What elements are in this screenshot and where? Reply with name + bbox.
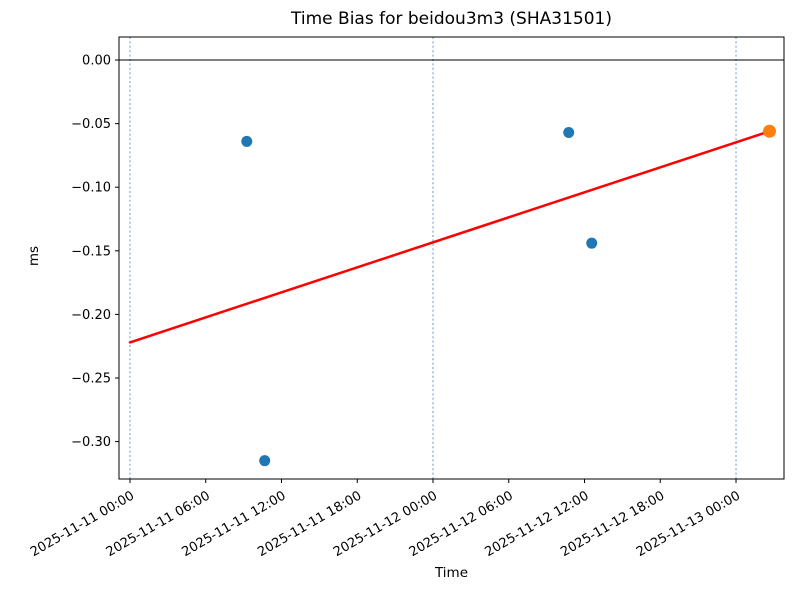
observed-bias-point xyxy=(241,135,253,147)
y-tick-label: −0.10 xyxy=(71,181,111,196)
observed-bias-point xyxy=(259,455,271,467)
chart-title: Time Bias for beidou3m3 (SHA31501) xyxy=(291,9,612,29)
axes-frame xyxy=(118,36,785,480)
y-tick-label: −0.05 xyxy=(71,117,111,132)
y-tick-label: −0.30 xyxy=(71,435,111,450)
x-axis-label: Time xyxy=(434,565,469,581)
y-tick-label: −0.25 xyxy=(71,372,111,387)
y-tick-label: −0.15 xyxy=(71,244,111,259)
observed-bias-point xyxy=(563,127,575,139)
latest-bias-point xyxy=(762,124,776,138)
trend-line xyxy=(128,130,771,344)
y-tick-label: 0.00 xyxy=(82,54,111,69)
y-tick-label: −0.20 xyxy=(71,308,111,323)
observed-bias-point xyxy=(586,237,598,249)
